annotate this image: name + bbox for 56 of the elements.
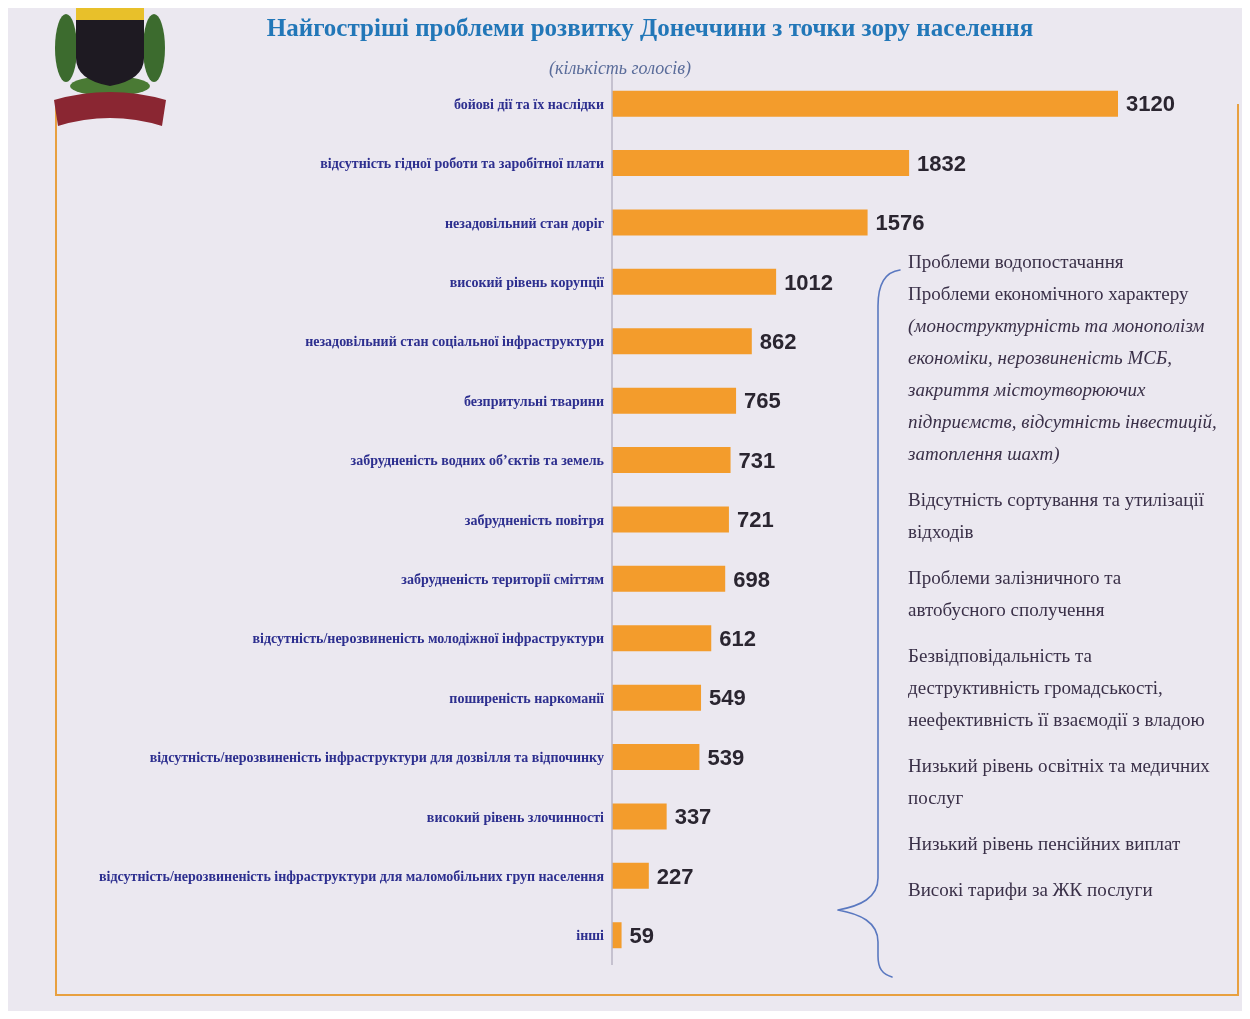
y-tick-label: незадовільний стан соціальної інфраструктури bbox=[305, 334, 604, 350]
data-label: 227 bbox=[656, 863, 694, 889]
bar bbox=[612, 922, 622, 949]
bar bbox=[612, 90, 1118, 117]
bar bbox=[612, 625, 712, 652]
annotation: Проблеми залізничного та автобусного сполучення bbox=[908, 567, 1122, 620]
annotation: Проблеми водопостачання bbox=[908, 251, 1124, 272]
data-label: 549 bbox=[709, 685, 746, 711]
annotation: (моноструктурність та монополізм економіки, нерозвиненість МСБ, закриття містоутворюючих підприємств, відсутність інвестицій, затоплення шахт) bbox=[908, 315, 1217, 464]
data-label: 337 bbox=[674, 804, 712, 830]
data-label: 539 bbox=[707, 744, 745, 770]
data-label: 1832 bbox=[917, 150, 967, 176]
y-tick-label: інші bbox=[576, 928, 605, 944]
data-label: 721 bbox=[736, 507, 774, 533]
annotation: Відсутність сортування та утилізації відходів bbox=[908, 489, 1205, 542]
data-label: 731 bbox=[738, 447, 776, 473]
data-label: 3120 bbox=[1126, 91, 1175, 117]
bar bbox=[612, 506, 729, 533]
annotation: Високі тарифи за ЖК послуги bbox=[908, 879, 1153, 900]
y-tick-label: безпритульні тварини bbox=[463, 393, 604, 409]
y-tick-label: відсутність/нерозвиненість інфраструктури для маломобільних груп населення bbox=[99, 868, 605, 884]
annotation: Низький рівень освітніх та медичних послуг bbox=[908, 755, 1210, 808]
data-label: 862 bbox=[759, 329, 797, 355]
bar bbox=[612, 565, 726, 592]
y-tick-label: забрудненість повітря bbox=[464, 512, 605, 528]
data-label: 698 bbox=[733, 566, 770, 592]
data-label: 1576 bbox=[875, 210, 925, 236]
bar bbox=[612, 387, 737, 414]
y-tick-label: бойові дії та їх наслідки bbox=[453, 96, 604, 112]
y-tick-label: високий рівень злочинності bbox=[426, 809, 605, 825]
data-label: 765 bbox=[744, 388, 781, 414]
bar bbox=[612, 209, 868, 236]
chart-subtitle: (кількість голосів) bbox=[549, 58, 691, 78]
y-tick-label: забрудненість водних об’єктів та земель bbox=[350, 453, 605, 469]
bar bbox=[612, 150, 910, 177]
bar bbox=[612, 447, 731, 474]
y-tick-label: відсутність гідної роботи та заробітної плати bbox=[320, 156, 604, 172]
bar bbox=[612, 803, 667, 830]
bar bbox=[612, 684, 702, 711]
annotation: Низький рівень пенсійних виплат bbox=[908, 833, 1181, 854]
y-tick-label: незадовільний стан доріг bbox=[445, 215, 604, 231]
y-tick-label: забрудненість території сміттям bbox=[401, 571, 605, 587]
data-label: 1012 bbox=[784, 269, 834, 295]
y-tick-label: високий рівень корупції bbox=[449, 274, 605, 290]
annotation: Безвідповідальність та деструктивність громадськості, неефективність її взаємодії з владою bbox=[908, 645, 1205, 730]
annotation: Проблеми економічного характеру bbox=[908, 283, 1189, 304]
bar bbox=[612, 862, 649, 889]
y-tick-label: поширеність наркоманії bbox=[449, 690, 605, 706]
bar bbox=[612, 744, 700, 771]
y-tick-label: відсутність/нерозвиненість інфраструктури для дозвілля та відпочинку bbox=[149, 750, 604, 766]
data-label: 59 bbox=[629, 923, 655, 949]
bar bbox=[612, 268, 777, 295]
y-tick-label: відсутність/нерозвиненість молодіжної інфраструктури bbox=[252, 631, 604, 647]
data-label: 612 bbox=[719, 626, 756, 652]
bar bbox=[612, 328, 752, 355]
chart-title: Найгостріші проблеми розвитку Донеччини з точки зору населення bbox=[266, 14, 1034, 41]
